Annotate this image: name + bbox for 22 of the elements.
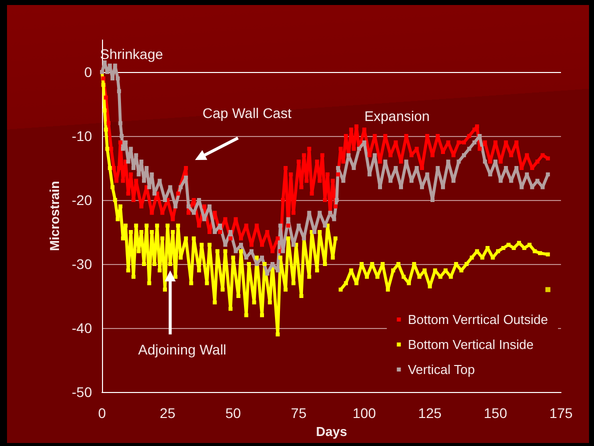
x-tick-label: 100: [352, 405, 376, 421]
x-tick-label: 150: [484, 405, 508, 421]
y-tick-label: -30: [72, 256, 92, 272]
x-axis-title: Days: [316, 424, 348, 439]
annotation: Cap Wall Cast: [202, 105, 292, 121]
annotation: Adjoining Wall: [138, 341, 226, 358]
y-tick-label: -20: [72, 192, 92, 208]
y-tick-label: -40: [72, 320, 92, 336]
legend-label: Bottom Verrtical Outside: [408, 312, 548, 327]
legend-label: Bottom Vertical Inside: [408, 337, 534, 352]
x-tick-label: 0: [98, 405, 106, 421]
y-tick-label: -50: [72, 384, 92, 400]
x-tick-label: 25: [160, 405, 176, 421]
y-tick-label: -10: [72, 128, 92, 144]
x-tick-label: 75: [290, 405, 307, 421]
x-tick-label: 175: [549, 405, 573, 421]
y-axis-title: Microstrain: [46, 180, 62, 252]
legend-label: Vertical Top: [408, 362, 475, 377]
y-tick-label: 0: [84, 64, 92, 80]
x-tick-label: 50: [225, 405, 242, 421]
x-tick-label: 125: [418, 405, 442, 421]
annotation: Expansion: [364, 108, 430, 124]
